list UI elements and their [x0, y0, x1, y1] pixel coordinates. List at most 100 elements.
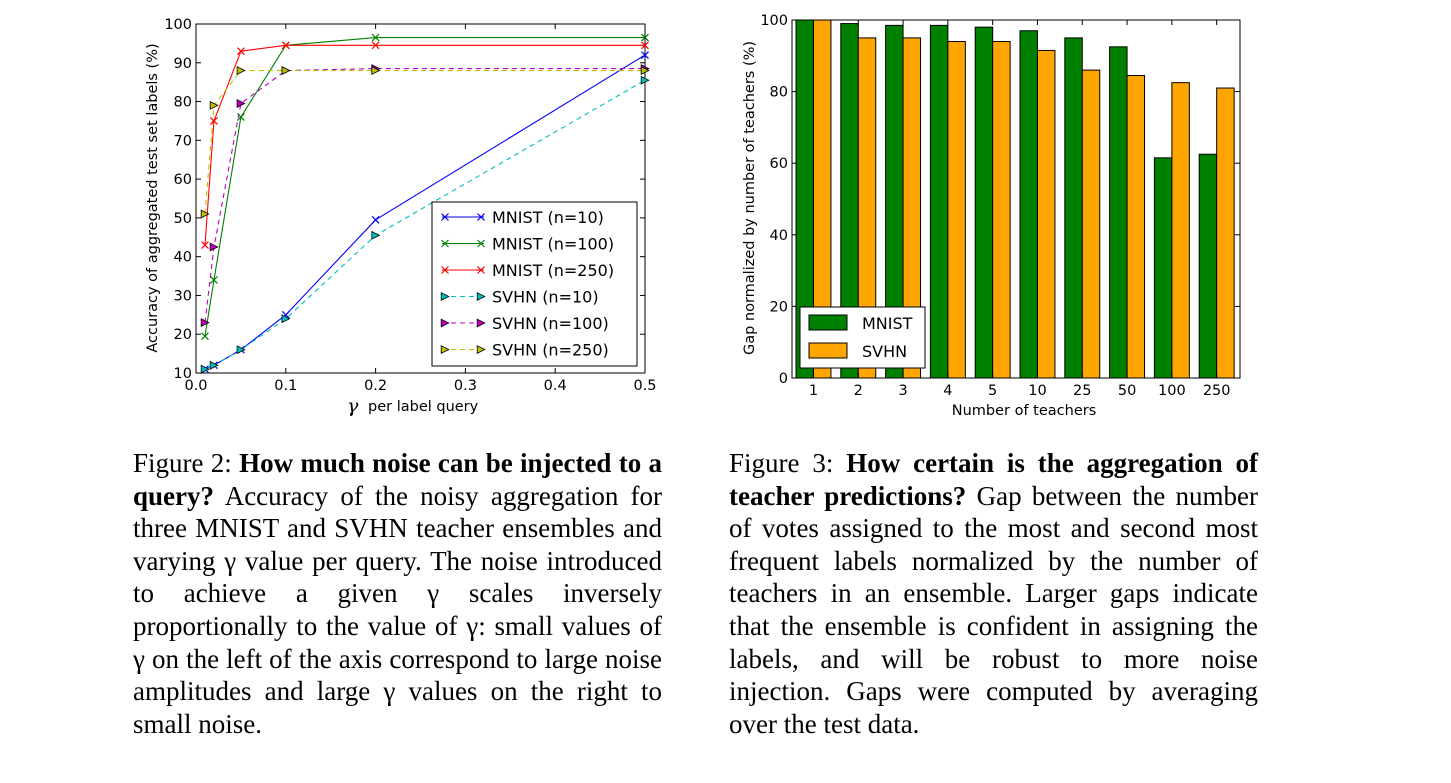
figure3-legend-label: MNIST [862, 314, 913, 333]
figure2-legend-marker [441, 266, 449, 274]
figure2-data-point [281, 66, 291, 75]
figure3-bar [1198, 153, 1218, 379]
figure2-x-tick-label: 0.4 [544, 378, 567, 394]
figure2-series-markers [200, 33, 650, 374]
figure2-legend-label: MNIST (n=10) [492, 208, 604, 227]
figure3-bar [1171, 82, 1190, 379]
figure3-y-tick-label: 20 [770, 299, 788, 315]
figure2-legend-box [431, 201, 638, 367]
figure2-x-tick-label: 0.1 [274, 378, 297, 394]
figure2-data-point [200, 364, 210, 374]
figure3-bar [974, 26, 994, 379]
figure2-data-point [641, 33, 649, 42]
figure3-x-tick-label: 4 [943, 383, 952, 399]
figure3-bar [929, 24, 949, 379]
figure2-data-point [640, 75, 650, 85]
figure3-y-tick-label: 80 [770, 85, 788, 101]
figure3-axes: 1 2 3 4 5 10 25 50 100 250 0 20 40 60 80 100 [760, 13, 1241, 399]
figure2-y-tick-label: 90 [174, 56, 192, 72]
figure3-bar [947, 40, 966, 379]
figure2-legend-marker [441, 213, 449, 221]
figure3-caption-prefix: Figure 3: [729, 448, 847, 478]
figure3-bar [1126, 74, 1146, 379]
figure2-legend-entry: MNIST (n=100) [441, 235, 614, 254]
figure3-x-axis-label: Number of teachers [952, 403, 1097, 419]
figure2-legend-label: MNIST (n=100) [492, 235, 614, 254]
figure2-x-tick-label: 0.2 [364, 378, 387, 394]
figure3-caption: Figure 3: How certain is the aggregation… [729, 447, 1258, 740]
figure2-legend-marker [440, 345, 450, 354]
figure2-x-axis-symbol: γ [347, 395, 359, 417]
figure2-data-point [640, 66, 650, 75]
figure2-legend-marker [440, 292, 450, 301]
figure3-x-tick-label: 250 [1203, 383, 1231, 399]
figure3-bar [1216, 87, 1235, 379]
figure2-data-point [210, 276, 218, 284]
figure2-legend-label: SVHN (n=100) [492, 314, 609, 333]
figure3-legend: MNIST SVHN [799, 306, 926, 369]
figure2-series-line [204, 68, 645, 323]
figure2-y-tick-label: 70 [174, 133, 192, 149]
figure2-data-point [236, 113, 245, 121]
figure2-data-point [236, 99, 246, 108]
figure2-legend-marker [476, 292, 486, 301]
figure2-y-tick-label: 40 [174, 250, 192, 266]
figure3-x-tick-label: 3 [898, 383, 907, 399]
figure3-y-tick-label: 60 [770, 156, 788, 172]
figure2-data-point [236, 47, 245, 56]
figure2-x-axis-label: per label query [368, 399, 479, 415]
figure3-plot-frame [791, 19, 1241, 379]
figure3-x-tick-label: 25 [1073, 383, 1091, 399]
figure2-series-line [204, 37, 645, 337]
figure2-data-point [209, 360, 219, 370]
figure2-legend-marker [477, 266, 485, 274]
figure2-caption-body: Accuracy of the noisy aggregation for th… [133, 480, 662, 739]
figure3-bar [992, 40, 1011, 379]
figure3-caption-title: How certain is the aggregation of teache… [729, 448, 1258, 511]
figure2-y-tick-label: 50 [174, 211, 192, 227]
figure3-y-tick-label: 40 [770, 228, 788, 244]
figure2-y-tick-label: 60 [174, 172, 192, 188]
figure2-data-point [236, 66, 246, 75]
figure2-line-chart: 0.0 0.1 0.2 0.3 0.4 0.5102030405060708090100 … [145, 17, 657, 417]
figure2-legend-entry: SVHN (n=250) [440, 341, 609, 360]
figure3-x-tick-label: 1 [809, 383, 818, 399]
figure2-data-point [201, 241, 209, 249]
figure2-legend-marker [477, 239, 485, 248]
figure2-data-point [200, 318, 210, 328]
figure2-legend-entry: SVHN (n=100) [440, 314, 609, 333]
figure2-data-point [371, 215, 380, 224]
figure2-series-line [204, 44, 645, 246]
figure3-bar [1081, 69, 1101, 379]
figure2-y-tick-label: 80 [174, 95, 192, 111]
figure2-data-point [641, 51, 649, 59]
figure2-data-point [210, 117, 218, 125]
figure2-data-point [371, 33, 380, 42]
figure2-legend-label: MNIST (n=250) [492, 261, 614, 280]
figure3-legend-swatch [808, 342, 848, 359]
figure3-bar-chart: 1 2 3 4 5 10 25 50 100 250 0 20 40 60 80 100 Gap normal… [742, 13, 1241, 419]
figure2-y-axis-label: Accuracy of aggregated test set labels (… [145, 43, 161, 352]
figure2-data-point [281, 41, 290, 50]
figure2-data-point [201, 332, 209, 341]
figure3-bar [1019, 30, 1038, 379]
figure2-series-line [204, 69, 645, 215]
figure3-y-axis-label: Gap normalized by number of teachers (%) [742, 41, 758, 355]
figure3-y-tick-label: 0 [779, 371, 788, 387]
figure2-data-point [281, 314, 291, 324]
figure2-legend-entry: MNIST (n=250) [441, 261, 614, 280]
figure3-caption-body: Gap between the number of votes assigned… [729, 480, 1258, 739]
figure3-bars [795, 19, 1235, 379]
figure2-legend-label: SVHN (n=250) [492, 341, 609, 360]
figure2-x-tick-label: 0.0 [184, 378, 207, 394]
figure2-legend-marker [440, 318, 450, 328]
figure3-bar [1036, 49, 1056, 379]
figure2-y-tick-label: 20 [174, 327, 192, 343]
figure2-data-point [236, 345, 246, 355]
figure2-legend-marker [441, 239, 449, 248]
figure2-data-point [200, 209, 210, 219]
figure3-y-tick-label: 100 [760, 13, 788, 29]
figure3-bar [1064, 37, 1083, 379]
figure2-legend-marker [476, 345, 486, 354]
figure3-bar [1109, 46, 1128, 379]
